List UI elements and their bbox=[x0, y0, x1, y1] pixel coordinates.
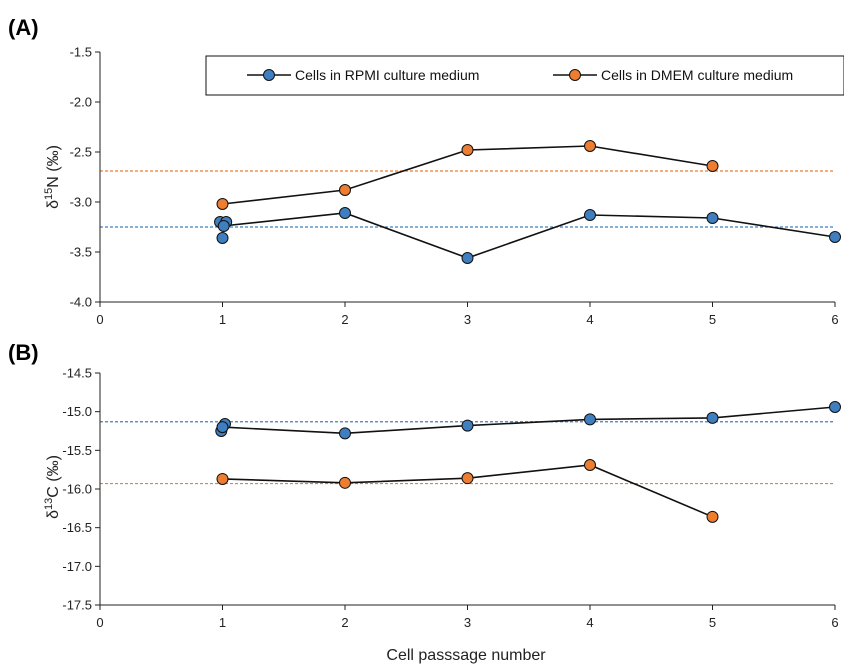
data-point-rpmi bbox=[216, 421, 229, 434]
panel-b-label: (B) bbox=[8, 340, 39, 365]
y-tick-label: -2.5 bbox=[70, 145, 92, 160]
data-point-rpmi bbox=[584, 209, 596, 221]
legend-rpmi-marker bbox=[263, 69, 275, 81]
x-tick-label: 4 bbox=[586, 312, 593, 327]
panel-a-ylabel-superscript: 15 bbox=[43, 188, 55, 200]
panel-b-ylabel-element: C bbox=[45, 486, 62, 498]
data-point-dmem bbox=[584, 459, 596, 472]
legend-dmem-marker bbox=[569, 69, 581, 81]
panel-a-x-ticks: 0 1 2 3 4 5 6 bbox=[96, 302, 839, 327]
y-tick-label: -17.0 bbox=[62, 559, 92, 574]
data-point-rpmi bbox=[829, 401, 841, 414]
data-point-rpmi bbox=[706, 212, 719, 224]
panel-b-ylabel-unit: (‰) bbox=[45, 455, 62, 486]
panel-a-reference-lines bbox=[100, 170, 835, 228]
data-point-dmem bbox=[706, 160, 719, 172]
y-tick-label: -14.5 bbox=[62, 366, 92, 381]
panel-a-series-lines bbox=[222, 145, 836, 259]
legend-box bbox=[205, 55, 844, 96]
panel-a-ylabel-element: N bbox=[45, 176, 62, 188]
panel-b-series-points bbox=[215, 401, 841, 523]
y-tick-label: -17.5 bbox=[62, 598, 92, 613]
x-tick-label: 5 bbox=[709, 312, 716, 327]
data-point-dmem bbox=[216, 198, 229, 210]
x-tick-label: 2 bbox=[341, 615, 348, 630]
series-line-rpmi bbox=[222, 406, 836, 435]
data-point-rpmi bbox=[584, 413, 596, 426]
data-point-dmem bbox=[216, 472, 229, 485]
data-point-dmem bbox=[584, 140, 596, 152]
panel-b-ylabel-symbol: δ bbox=[45, 510, 62, 519]
legend-item-rpmi: Cells in RPMI culture medium bbox=[247, 67, 479, 83]
data-point-rpmi bbox=[339, 427, 351, 440]
data-point-rpmi bbox=[829, 231, 841, 243]
y-tick-label: -16.5 bbox=[62, 520, 92, 535]
x-tick-label: 0 bbox=[96, 312, 103, 327]
x-tick-label: 1 bbox=[219, 312, 226, 327]
x-tick-label: 3 bbox=[464, 615, 471, 630]
data-point-rpmi bbox=[461, 419, 474, 432]
panel-a: (A) -1.5 -2.0 -2.5 -3.0 -3.5 -4.0 0 1 2 3 4 5 6 δ15… bbox=[8, 15, 844, 327]
legend-dmem-label: Cells in DMEM culture medium bbox=[601, 67, 793, 83]
panel-b-x-ticks: 0 1 2 3 4 5 6 bbox=[96, 605, 839, 630]
series-line-rpmi bbox=[222, 212, 836, 259]
panel-b-y-ticks: -14.5 -15.0 -15.5 -16.0 -16.5 -17.0 -17.5 bbox=[62, 366, 100, 613]
data-point-rpmi bbox=[461, 252, 474, 264]
legend-item-dmem: Cells in DMEM culture medium bbox=[553, 67, 793, 83]
data-point-rpmi bbox=[706, 411, 719, 424]
panel-b-ylabel-superscript: 13 bbox=[43, 498, 55, 510]
data-point-rpmi bbox=[339, 207, 351, 219]
y-tick-label: -2.0 bbox=[70, 95, 92, 110]
panel-b: (B) -14.5-15.0-15.5-16.0-16.5-17.0-17.5 … bbox=[8, 340, 841, 664]
y-tick-label: -15.5 bbox=[62, 443, 92, 458]
x-tick-label: 6 bbox=[831, 312, 838, 327]
panel-a-series-points bbox=[214, 140, 841, 264]
panel-a-ylabel-unit: (‰) bbox=[45, 145, 62, 176]
y-tick-label: -3.5 bbox=[70, 245, 92, 260]
y-tick-label: -15.0 bbox=[62, 404, 92, 419]
data-point-dmem bbox=[339, 476, 351, 489]
panel-a-ylabel-symbol: δ bbox=[45, 200, 62, 209]
data-point-dmem bbox=[461, 144, 474, 156]
legend-rpmi-label: Cells in RPMI culture medium bbox=[295, 67, 479, 83]
legend: Cells in RPMI culture medium Cells in DM… bbox=[205, 55, 844, 96]
panel-a-y-axis-title: δ15N (‰) bbox=[43, 145, 62, 209]
y-tick-label: -4.0 bbox=[70, 295, 92, 310]
data-point-dmem bbox=[461, 472, 474, 485]
panel-a-y-ticks: -1.5 -2.0 -2.5 -3.0 -3.5 -4.0 bbox=[70, 45, 100, 310]
y-tick-label: -3.0 bbox=[70, 195, 92, 210]
x-tick-label: 3 bbox=[464, 312, 471, 327]
panel-b-series-lines bbox=[222, 406, 836, 518]
panel-a-label: (A) bbox=[8, 15, 39, 40]
y-tick-label: -1.5 bbox=[70, 45, 92, 60]
data-point-rpmi bbox=[216, 232, 229, 244]
x-tick-label: 5 bbox=[709, 615, 716, 630]
x-tick-label: 6 bbox=[831, 615, 838, 630]
data-point-dmem bbox=[339, 184, 351, 196]
x-tick-label: 4 bbox=[586, 615, 593, 630]
panel-b-y-axis-title: δ13C (‰) bbox=[43, 455, 62, 519]
data-point-dmem bbox=[706, 510, 719, 523]
x-tick-label: 1 bbox=[219, 615, 226, 630]
x-tick-label: 0 bbox=[96, 615, 103, 630]
x-tick-label: 2 bbox=[341, 312, 348, 327]
data-point-rpmi bbox=[217, 220, 230, 232]
y-tick-label: -16.0 bbox=[62, 482, 92, 497]
panel-b-x-axis-title: Cell passsage number bbox=[386, 647, 546, 664]
